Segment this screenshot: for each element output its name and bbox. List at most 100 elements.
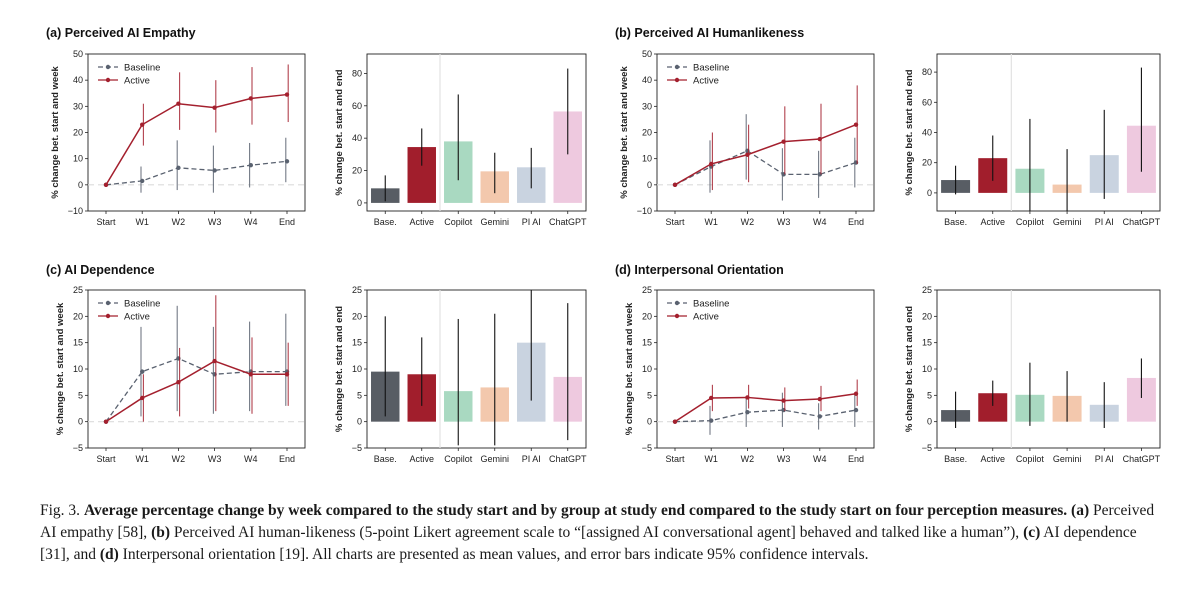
bar-chart: 0 20 40 60 80 % change bet. start and end Base… xyxy=(904,53,1161,227)
line-ylabel: % change bet. start and week xyxy=(619,66,630,199)
line-ytick-label: −5 xyxy=(642,443,652,453)
bar-ytick-label: 80 xyxy=(352,68,362,78)
legend-marker-active xyxy=(105,313,111,319)
series-line xyxy=(105,93,288,186)
line-ytick-label: 20 xyxy=(642,128,652,138)
xtick-label: W4 xyxy=(244,454,258,464)
line-ytick-label: 50 xyxy=(73,49,83,59)
data-point xyxy=(284,159,290,164)
caption-d-label: (d) xyxy=(99,546,119,563)
line-ytick-label: −10 xyxy=(68,206,83,216)
data-point xyxy=(672,182,678,188)
bar-axes-frame xyxy=(366,289,587,449)
line-ytick-label: 10 xyxy=(73,154,83,164)
panel-c: (c) AI Dependence −5 0 5 10 15 20 25 % change be… xyxy=(46,263,587,464)
bar-ytick-label: 15 xyxy=(922,338,932,348)
xtick-label: Copilot xyxy=(444,217,473,227)
bar-ylabel: % change bet. start and end xyxy=(334,306,345,432)
xtick-label: W1 xyxy=(704,454,718,464)
line-chart: −10 0 10 20 30 40 50 % change bet. start and we… xyxy=(50,49,306,227)
caption-title: Average percentage change by week compar… xyxy=(83,502,1068,519)
data-point xyxy=(284,372,290,377)
data-point xyxy=(284,92,290,97)
xtick-label: Active xyxy=(409,217,434,227)
bar-ytick-label: 5 xyxy=(927,390,932,400)
xtick-label: Gemini xyxy=(1053,217,1082,227)
legend-label-baseline: Baseline xyxy=(693,299,729,310)
xtick-label: Base. xyxy=(944,217,967,227)
line-ylabel: % change bet. start and week xyxy=(55,302,66,435)
xtick-label: PI AI xyxy=(522,454,541,464)
data-point xyxy=(103,182,109,188)
data-point xyxy=(140,369,145,374)
data-point xyxy=(853,407,859,413)
panel-a: (a) Perceived AI Empathy −10 0 10 20 30 40 50 % … xyxy=(46,26,587,227)
panel-title: (c) AI Dependence xyxy=(46,263,155,277)
line-ytick-label: 30 xyxy=(73,101,83,111)
caption-c-text: AI dependence [31], and xyxy=(40,524,1137,563)
legend: Baseline Active xyxy=(98,63,160,87)
legend-marker-baseline xyxy=(105,64,111,70)
series-active xyxy=(103,64,290,188)
xtick-label: W2 xyxy=(172,217,186,227)
legend-marker-active xyxy=(105,77,111,83)
caption-a-label: (a) xyxy=(1071,502,1090,519)
series-line xyxy=(674,409,857,423)
data-point xyxy=(212,168,217,173)
series-line xyxy=(674,393,857,423)
data-point xyxy=(176,165,181,171)
legend-marker-baseline xyxy=(105,300,111,306)
line-ytick-label: 30 xyxy=(642,101,652,111)
bar-ytick-label: 10 xyxy=(352,364,362,374)
xtick-label: Copilot xyxy=(1016,454,1045,464)
legend-label-active: Active xyxy=(693,312,719,323)
data-point xyxy=(248,163,253,168)
caption-b-text: Perceived AI human-likeness (5-point Lik… xyxy=(173,524,1020,541)
bar-ytick-label: 60 xyxy=(352,101,362,111)
data-point xyxy=(672,419,678,424)
xtick-label: Gemini xyxy=(480,454,509,464)
legend-marker-active xyxy=(674,313,680,319)
data-point xyxy=(709,395,714,401)
bar-ytick-label: 0 xyxy=(357,417,362,427)
line-ytick-label: 10 xyxy=(642,154,652,164)
line-axes-frame xyxy=(87,289,306,449)
data-point xyxy=(781,139,786,144)
xtick-label: End xyxy=(279,454,295,464)
xtick-label: W2 xyxy=(172,454,186,464)
line-chart: −5 0 5 10 15 20 25 % change bet. start and week… xyxy=(55,285,306,464)
xtick-label: W3 xyxy=(208,217,222,227)
xtick-label: W2 xyxy=(741,454,755,464)
series-active xyxy=(103,295,290,424)
bar-axes-frame xyxy=(366,53,587,212)
data-point xyxy=(781,398,786,403)
xtick-label: End xyxy=(848,454,864,464)
line-ytick-label: 20 xyxy=(642,311,652,321)
data-point xyxy=(853,122,859,127)
data-point xyxy=(176,101,181,106)
xtick-label: Base. xyxy=(374,454,397,464)
bar-ylabel: % change bet. start and end xyxy=(904,306,915,432)
bar-ytick-label: 20 xyxy=(922,158,932,168)
line-ytick-label: 0 xyxy=(78,180,83,190)
data-point xyxy=(745,409,750,415)
line-ytick-label: 0 xyxy=(78,417,83,427)
data-point xyxy=(853,391,859,396)
series-line xyxy=(105,360,287,423)
legend-label-baseline: Baseline xyxy=(124,299,160,310)
panel-title: (d) Interpersonal Orientation xyxy=(615,263,784,277)
data-point xyxy=(709,418,714,423)
bar-ytick-label: 40 xyxy=(922,128,932,138)
panel-d: (d) Interpersonal Orientation −5 0 5 10 15 20 2… xyxy=(615,263,1161,464)
data-point xyxy=(212,358,217,364)
line-ytick-label: 5 xyxy=(647,390,652,400)
line-ytick-label: 40 xyxy=(642,75,652,85)
xtick-label: Base. xyxy=(944,454,967,464)
xtick-label: W4 xyxy=(813,454,827,464)
bar-chart: 0 20 40 60 80 % change bet. start and end Base… xyxy=(334,53,587,227)
caption-a-text: Perceived AI empathy [58], xyxy=(40,502,1155,541)
figure-caption: Fig. 3. Average percentage change by wee… xyxy=(40,500,1170,566)
legend-marker-baseline xyxy=(674,64,680,70)
legend-label-baseline: Baseline xyxy=(124,63,160,74)
bar-ytick-label: −5 xyxy=(922,443,932,453)
